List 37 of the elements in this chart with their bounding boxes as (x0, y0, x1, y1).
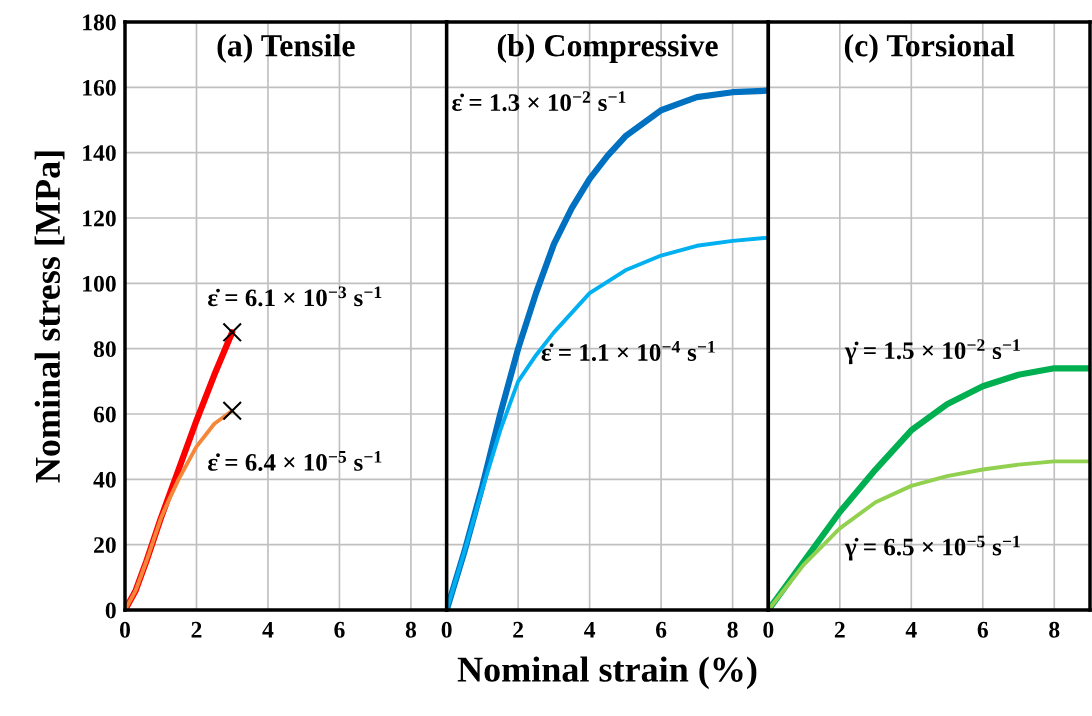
y-tick-label: 100 (83, 275, 116, 292)
series-label: ε̇ = 1.3 × 10$^{−2}$ s$^{−1}$ (452, 91, 626, 112)
x-tick-label: 4 (584, 621, 596, 638)
x-tick-label: 0 (120, 621, 130, 638)
x-tick-label: 8 (405, 621, 417, 638)
chart-title: (c) Torsional (844, 33, 1015, 63)
y-tick-label: 140 (83, 145, 116, 162)
y-tick-label: 20 (94, 537, 116, 554)
y-tick-label: 120 (83, 210, 116, 227)
x-tick-label: 2 (513, 621, 524, 638)
y-tick-label: 80 (93, 341, 116, 358)
x-tick-label: 8 (727, 621, 738, 638)
y-tick-label: 180 (83, 14, 116, 31)
x-tick-label: 0 (763, 621, 774, 638)
y-tick-label: 160 (83, 79, 116, 96)
series-label: ε̇ = 1.1 × 10$^{−4}$ s$^{−1}$ (541, 341, 715, 362)
chart-title: (b) Compressive (497, 33, 718, 63)
y-axis-title: Nominal stress [MPa] (34, 151, 65, 483)
y-tick-label: 40 (93, 471, 116, 488)
x-axis-title: Nominal strain (%) (457, 656, 757, 690)
series-label: γ̇ = 1.5 × 10$^{−2}$ s$^{−1}$ (844, 339, 1020, 365)
chart-title: (a) Tensile (217, 33, 355, 63)
series-label: ε̇ = 6.4 × 10$^{−5}$ s$^{−1}$ (208, 451, 382, 471)
y-tick-label: 60 (93, 406, 116, 423)
series-label: γ̇ = 6.5 × 10$^{−5}$ s$^{−1}$ (844, 535, 1020, 561)
x-tick-label: 2 (834, 621, 845, 638)
x-tick-label: 6 (656, 621, 667, 638)
x-tick-label: 6 (977, 621, 988, 638)
x-tick-label: 6 (334, 621, 345, 638)
y-tick-label: 0 (105, 602, 116, 619)
x-tick-label: 4 (262, 621, 274, 638)
x-tick-label: 0 (441, 621, 452, 638)
line-series (125, 408, 235, 610)
x-tick-label: 8 (1049, 621, 1060, 638)
x-tick-label: 2 (191, 621, 202, 638)
x-tick-label: 4 (905, 621, 917, 638)
series-label: ε̇ = 6.1 × 10$^{−3}$ s$^{−1}$ (208, 286, 382, 307)
